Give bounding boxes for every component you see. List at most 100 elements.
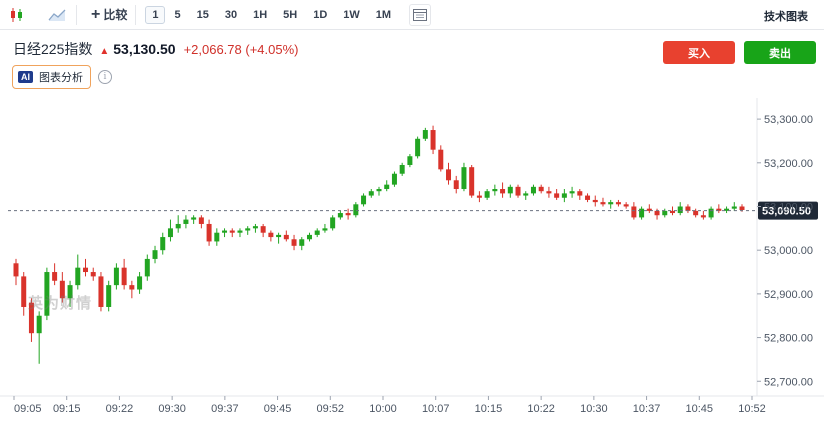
candle-body [507,186,513,194]
x-tick-label: 10:45 [686,403,714,415]
technical-chart-link[interactable]: 技术图表 [764,11,808,23]
candle-body [446,169,452,181]
buy-button[interactable]: 买入 [663,41,735,64]
candle-body [75,267,81,286]
interval-1h[interactable]: 1H [253,8,268,21]
candle-body [299,239,305,246]
interval-30[interactable]: 30 [224,8,238,21]
interval-15[interactable]: 15 [196,8,209,21]
candle-body [330,217,336,229]
candle-body [391,173,397,185]
price-change-percent: (+4.05%) [245,42,299,57]
candle-body [353,204,359,216]
interval-1m[interactable]: 1M [375,8,392,21]
price-chart[interactable]: 53,090.50 53,300.00 53,200.00 53,100.00 53,… [0,98,824,426]
candle-body [13,263,19,277]
candle-body [152,250,158,259]
candle-body [600,202,606,205]
x-tick-label: 10:30 [580,403,608,415]
candle-body [322,228,328,231]
candle-body [337,213,343,218]
candle-body [214,232,220,242]
toolbar-divider [76,4,77,25]
candle-body [523,193,529,196]
interval-1w[interactable]: 1W [343,8,360,21]
candle-body [685,206,691,211]
info-icon[interactable]: i [98,70,112,84]
candle-body [376,189,382,192]
candle-body [90,272,96,277]
sell-button[interactable]: 卖出 [744,41,816,64]
price-change-value: +2,066.78 [183,42,242,57]
candle-body [44,272,50,316]
candlestick-chart-icon[interactable] [6,4,28,26]
candle-body [59,280,65,299]
candle-body [399,164,405,174]
candle-series [13,125,745,364]
candle-body [585,195,591,200]
candle-body [500,189,506,194]
candle-body [577,191,583,196]
candle-body [739,206,745,210]
candle-body [291,239,297,246]
x-tick-label: 10:37 [633,403,661,415]
candle-body [716,208,722,211]
candle-body [198,217,204,224]
candle-body [646,208,652,211]
price-change: +2,066.78 (+4.05%) [184,42,299,57]
candle-body [407,156,413,165]
candle-body [430,130,436,150]
candle-body [654,210,660,216]
watermark-logo: 英为财情 [28,295,93,312]
candle-body [662,210,668,216]
y-tick-label: 52,900.00 [764,289,813,301]
candlestick-chart[interactable]: 53,090.50 53,300.0053,200.0053,100.0053,… [0,98,824,426]
candle-body [639,208,645,218]
candle-body [623,204,629,207]
candle-body [731,206,737,209]
candle-body [361,195,367,205]
ai-chart-analysis-button[interactable]: AI 图表分析 [12,65,91,89]
candle-body [631,206,637,218]
x-tick-label: 10:00 [369,403,397,415]
y-tick-label: 53,000.00 [764,245,813,257]
candle-body [98,276,104,307]
candle-body [453,180,459,190]
candle-body [384,184,390,190]
candle-body [422,130,428,139]
instrument-header: 日经225指数 ▲ 53,130.50 +2,066.78 (+4.05%) [13,39,299,59]
candle-body [615,202,621,205]
candle-body [669,210,675,214]
last-price-line: 53,090.50 [8,201,818,220]
candle-body [52,272,58,281]
y-tick-label: 53,300.00 [764,114,813,126]
candle-body [438,149,444,170]
candle-body [260,226,266,233]
interval-1d[interactable]: 1D [313,8,328,21]
candle-body [592,199,598,203]
candle-body [677,206,683,214]
interval-1[interactable]: 1 [145,5,166,24]
instrument-name: 日经225指数 [13,41,93,57]
candle-body [137,276,143,290]
candle-body [693,210,699,216]
candle-body [222,230,228,233]
candle-body [83,267,89,273]
candle-body [415,138,421,157]
last-price-tag [758,201,818,220]
x-tick-label: 09:22 [106,403,134,415]
x-tick-label: 09:52 [317,403,345,415]
x-axis: 09:05 09:15 09:22 09:30 09:37 09:45 09:52 10:00… [0,395,824,415]
candle-body [191,217,197,220]
area-chart-icon[interactable] [46,4,68,26]
interval-5h[interactable]: 5H [283,8,298,21]
candle-body [144,258,150,277]
candle-body [561,193,567,198]
data-table-icon[interactable] [409,3,432,26]
candle-body [245,228,251,231]
interval-5[interactable]: 5 [174,8,181,21]
compare-button[interactable]: + 比较 [91,6,127,23]
x-tick-label: 10:15 [475,403,503,415]
candle-body [276,234,282,238]
candle-body [368,191,374,196]
